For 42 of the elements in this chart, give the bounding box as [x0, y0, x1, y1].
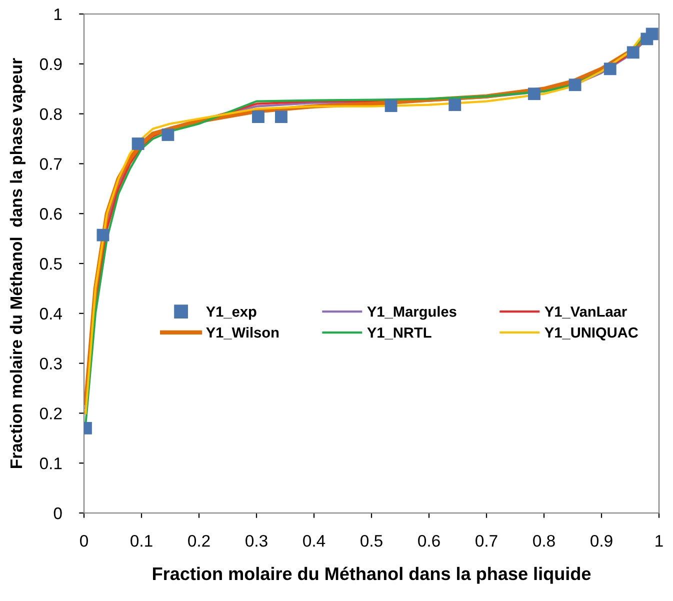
- x-tick-label: 0.5: [360, 534, 382, 547]
- legend-label: Y1_VanLaar: [544, 306, 627, 318]
- point: [132, 138, 144, 150]
- y-tick-label: 0.1: [40, 458, 62, 470]
- point: [252, 110, 264, 124]
- x-tick-label: 0.6: [418, 534, 440, 547]
- point: [162, 128, 174, 141]
- point: [384, 100, 398, 112]
- point: [96, 228, 110, 242]
- legend-label: Y1_Wilson: [206, 326, 279, 340]
- y-axis-title: Fraction molaire du Méthanol dans la phase vapeur: [10, 58, 26, 468]
- y-tick-label: 1: [54, 8, 62, 20]
- x-tick-label: 0.1: [130, 534, 152, 547]
- point: [604, 62, 616, 76]
- legend-label: Y1_Margules: [367, 306, 456, 320]
- legend-label: Y1_UNIQUAC: [544, 327, 638, 340]
- x-tick-label: 0.7: [476, 534, 498, 547]
- x-tick-label: 0.8: [533, 534, 555, 547]
- y-tick-label: 0.5: [40, 258, 62, 270]
- legend-label: Y1_NRTL: [367, 328, 432, 340]
- point: [528, 88, 540, 100]
- y-tick-label: 0.9: [40, 58, 62, 70]
- x-axis-title: Fraction molaire du Méthanol dans la phase liquide: [153, 566, 591, 584]
- x-tick-label: 1: [656, 535, 663, 547]
- point: [626, 46, 640, 59]
- y-tick-label: 0.3: [40, 358, 62, 370]
- y-tick-label: 0.2: [40, 408, 62, 420]
- legend-label: Y1_exp: [206, 306, 256, 320]
- y-tick-label: 0.6: [40, 208, 62, 220]
- y-tick-label: 0: [54, 507, 62, 520]
- point: [448, 98, 462, 112]
- x-tick-label: 0.2: [188, 534, 210, 547]
- point: [646, 28, 658, 40]
- x-tick-label: 0.3: [246, 534, 268, 547]
- y-tick-label: 0.4: [40, 308, 62, 320]
- y-tick-label: 0.7: [40, 158, 62, 170]
- x-tick-label: 0.9: [590, 534, 612, 547]
- point: [275, 110, 288, 124]
- x-tick-label: 0.4: [303, 534, 326, 547]
- x-tick-label: 0: [80, 534, 88, 547]
- y-tick-label: 0.8: [40, 108, 62, 120]
- point: [568, 78, 582, 92]
